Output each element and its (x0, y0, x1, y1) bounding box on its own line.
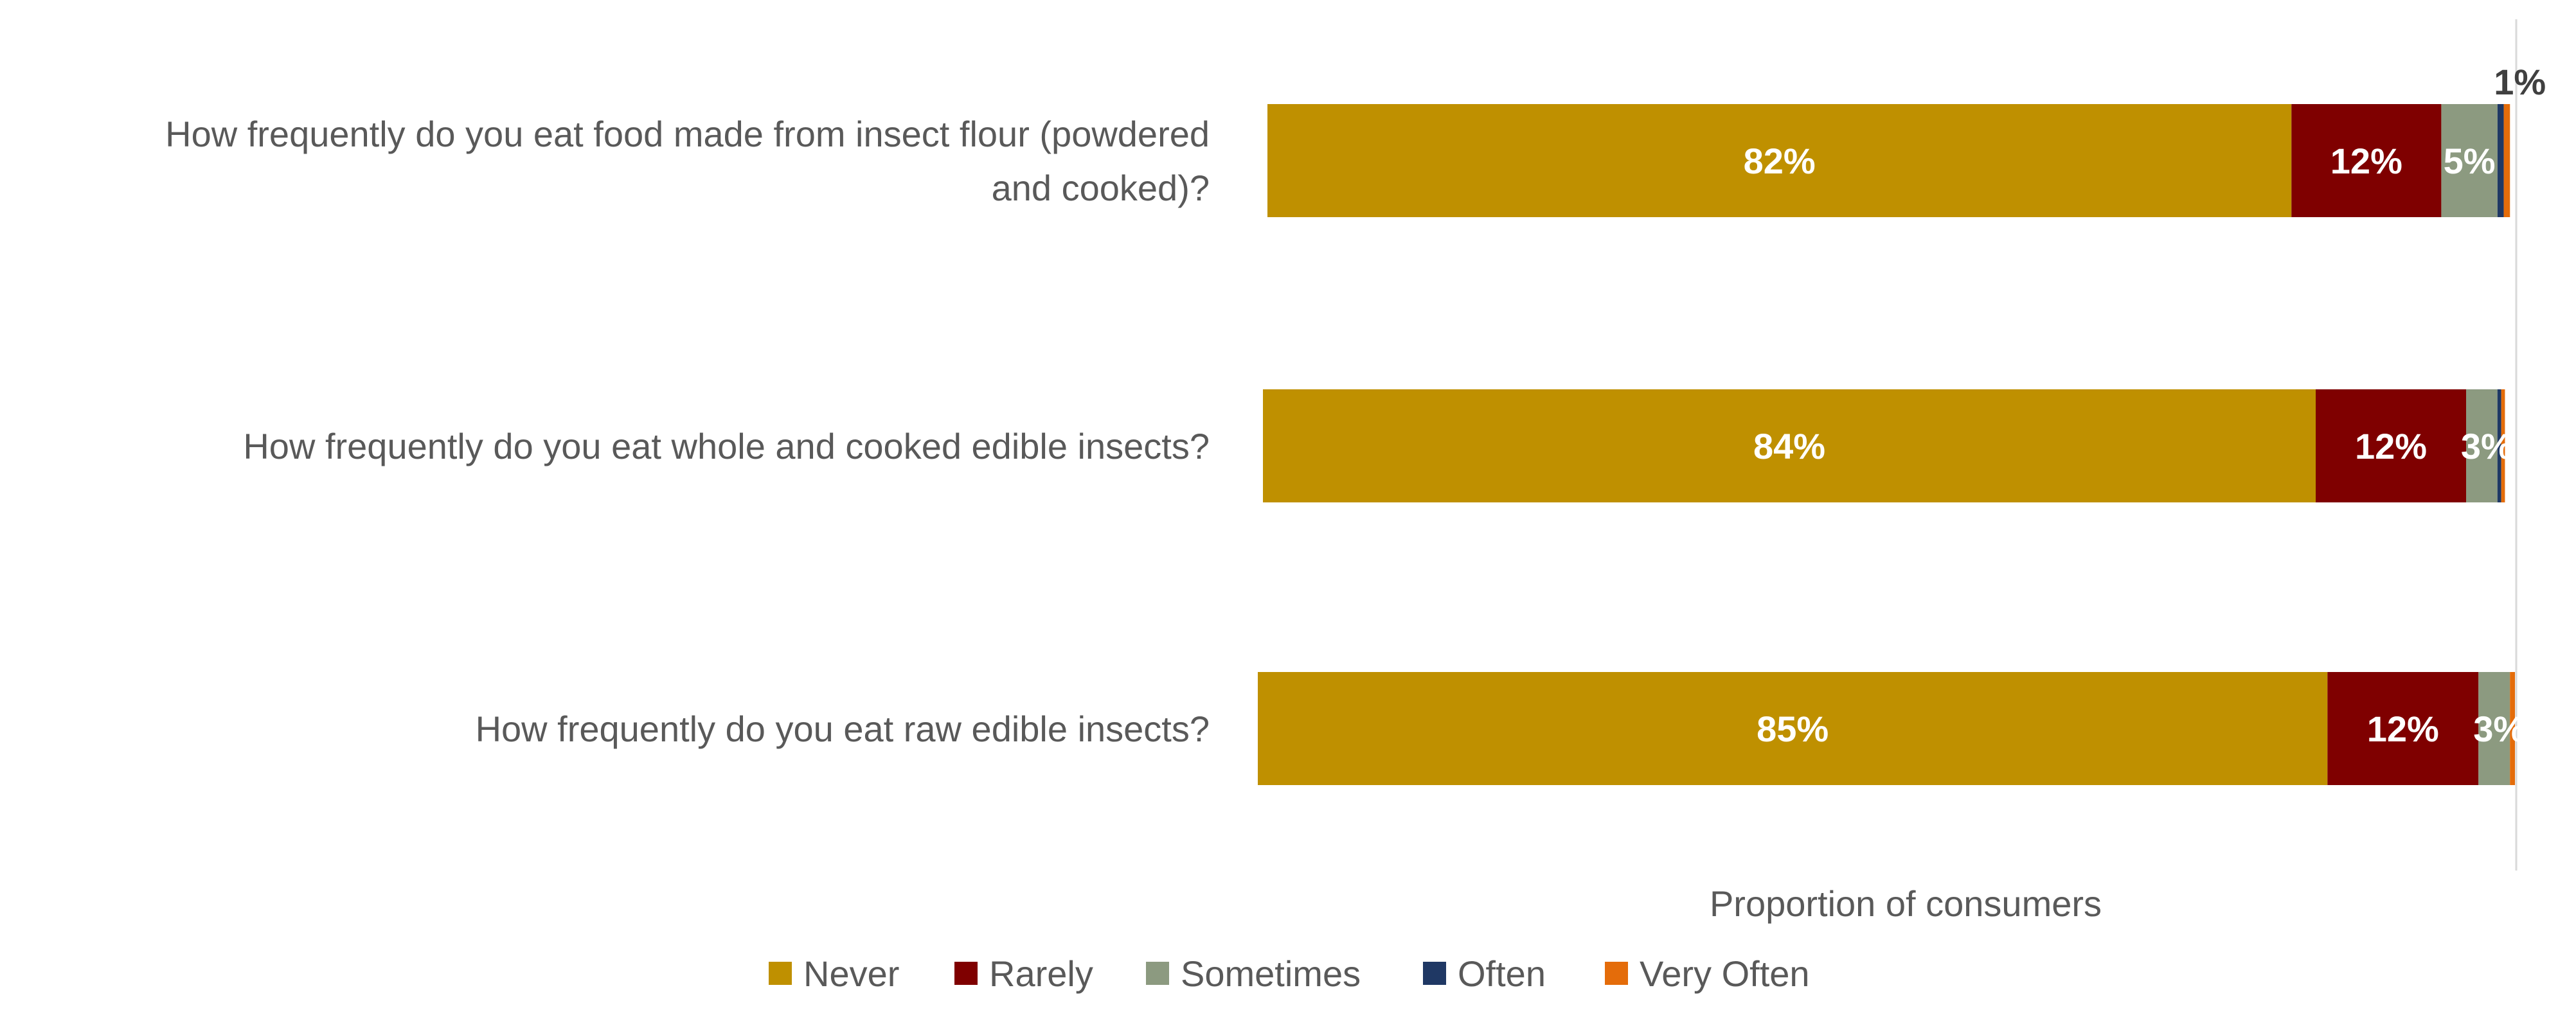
legend-swatch-rarely (954, 962, 978, 985)
category-label: How frequently do you eat whole and cook… (243, 426, 1210, 466)
data-label: 12% (2355, 426, 2427, 466)
data-labels: 82% 12% 5% 1% 84% 12% 3% 85% 12% 3% (1744, 62, 2546, 749)
data-label: 82% (1744, 141, 1816, 181)
x-axis-title: Proportion of consumers (1710, 883, 2102, 924)
data-label: 12% (2330, 141, 2402, 181)
bars (1258, 104, 2516, 785)
bar-very-often (2501, 389, 2505, 502)
category-label: How frequently do you eat food made from… (165, 114, 1210, 154)
bar-very-often (2510, 672, 2516, 785)
legend-label: Sometimes (1181, 953, 1361, 994)
bar-sometimes (2478, 672, 2510, 785)
bar-very-often (2503, 104, 2510, 217)
category-labels: How frequently do you eat food made from… (165, 114, 1210, 749)
category-label: and cooked)? (992, 168, 1210, 208)
legend-label: Often (1458, 953, 1546, 994)
bar-never (1267, 104, 2292, 217)
bar-often (2497, 389, 2501, 502)
bar-rarely (2327, 672, 2479, 785)
bar-often (2497, 104, 2504, 217)
bar-sometimes (2441, 104, 2498, 217)
data-label: 84% (1753, 426, 1825, 466)
data-label: 1% (2494, 62, 2546, 102)
data-label: 12% (2367, 709, 2439, 749)
legend-swatch-never (769, 962, 792, 985)
bar-rarely (2316, 389, 2466, 502)
legend-swatch-sometimes (1146, 962, 1169, 985)
bar-sometimes (2466, 389, 2498, 502)
bar-never (1258, 672, 2328, 785)
legend-label: Rarely (989, 953, 1093, 994)
category-label: How frequently do you eat raw edible ins… (476, 709, 1210, 749)
legend-swatch-often (1423, 962, 1446, 985)
data-label: 3% (2473, 709, 2525, 749)
bar-rarely (2291, 104, 2442, 217)
legend-label: Never (803, 953, 899, 994)
data-label: 85% (1757, 709, 1829, 749)
legend-label: Very Often (1640, 953, 1810, 994)
legend: Never Rarely Sometimes Often Very Often (769, 953, 1810, 994)
bar-never (1263, 389, 2316, 502)
data-label: 3% (2461, 426, 2513, 466)
legend-swatch-very-often (1605, 962, 1628, 985)
data-label: 5% (2444, 141, 2496, 181)
